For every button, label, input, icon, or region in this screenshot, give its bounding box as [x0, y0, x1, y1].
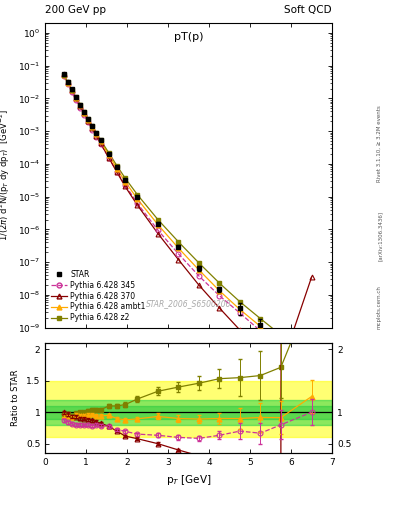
Bar: [45, 400, 332, 425]
Y-axis label: 1/(2$\pi$) d$^2$N/(p$_T$ dy dp$_T$)  [GeV$^{-2}$]: 1/(2$\pi$) d$^2$N/(p$_T$ dy dp$_T$) [GeV…: [0, 110, 12, 241]
X-axis label: p$_T$ [GeV]: p$_T$ [GeV]: [166, 473, 211, 486]
Legend: STAR, Pythia 6.428 345, Pythia 6.428 370, Pythia 6.428 ambt1, Pythia 6.428 z2: STAR, Pythia 6.428 345, Pythia 6.428 370…: [48, 267, 149, 326]
Text: Rivet 3.1.10, ≥ 3.2M events: Rivet 3.1.10, ≥ 3.2M events: [377, 105, 382, 182]
Text: mcplots.cern.ch: mcplots.cern.ch: [377, 285, 382, 329]
Text: 200 GeV pp: 200 GeV pp: [45, 6, 106, 15]
Text: STAR_2006_S6500200: STAR_2006_S6500200: [146, 299, 231, 308]
Y-axis label: Ratio to STAR: Ratio to STAR: [11, 370, 20, 426]
Bar: [45, 406, 332, 418]
Bar: [45, 381, 332, 437]
Text: pT(p): pT(p): [174, 32, 204, 42]
Text: Soft QCD: Soft QCD: [285, 6, 332, 15]
Text: [arXiv:1306.3436]: [arXiv:1306.3436]: [378, 210, 383, 261]
